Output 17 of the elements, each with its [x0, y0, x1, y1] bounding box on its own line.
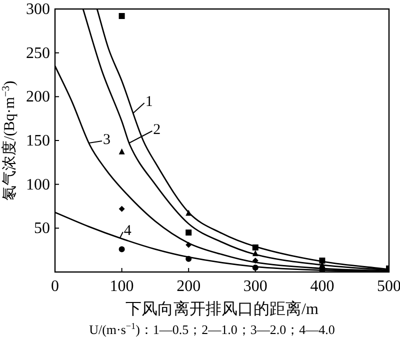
legend-label: 3	[102, 132, 110, 148]
x-tick-label: 100	[110, 278, 134, 295]
y-tick-label: 100	[26, 176, 50, 194]
x-tick-label: 200	[176, 278, 201, 295]
x-tick-label: 0	[51, 278, 59, 295]
text: U/(m·s$^{−1}$)：1—0.5；2—1.0；3—2.0；4—4.0	[89, 321, 335, 337]
x-axis-title: 下风向离开排风口的距离/m	[126, 300, 319, 318]
legend-label: 1	[145, 94, 153, 110]
y-tick-label: 250	[26, 44, 50, 62]
y-tick-label: 200	[26, 88, 50, 106]
legend-label: 2	[153, 122, 161, 138]
y-tick-label: 150	[26, 132, 50, 150]
x-tick-label: 400	[310, 278, 334, 295]
y-tick-label: 300	[26, 1, 50, 18]
y-tick-label: 50	[34, 220, 50, 238]
x-tick-label: 300	[243, 278, 268, 295]
legend-label: 4	[124, 223, 132, 239]
